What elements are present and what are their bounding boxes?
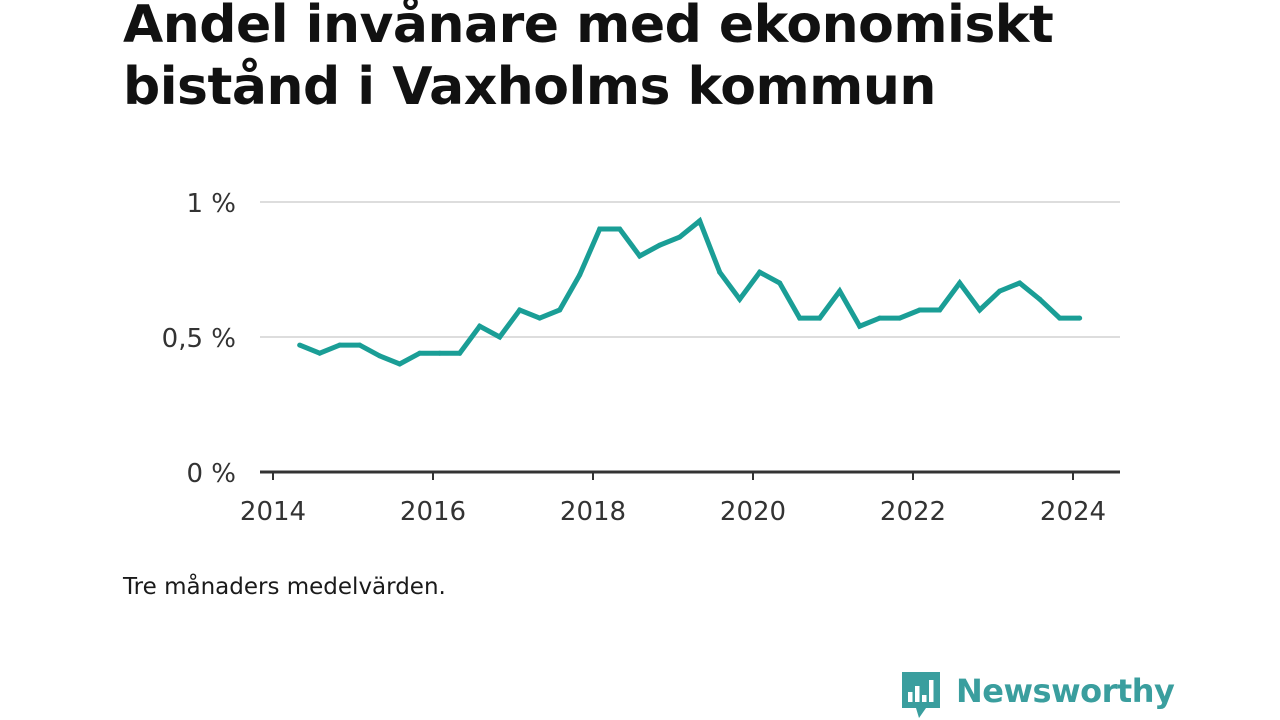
data-point — [917, 307, 923, 313]
data-point — [957, 280, 963, 286]
data-point — [537, 315, 543, 321]
chart-note: Tre månaders medelvärden. — [123, 574, 446, 600]
data-point — [357, 342, 363, 348]
x-tick-label: 2014 — [240, 497, 306, 527]
chart-title: Andel invånare med ekonomiskt bistånd i … — [123, 0, 1054, 117]
data-point — [857, 323, 863, 329]
series-group — [297, 216, 1083, 367]
data-point — [317, 350, 323, 356]
data-point — [637, 253, 643, 259]
data-point — [1017, 280, 1023, 286]
data-point — [697, 218, 703, 224]
data-point — [457, 350, 463, 356]
line-chart: 0 % 0,5 % 1 % 2014 2016 2018 2020 2022 2024 — [162, 189, 1120, 527]
data-point — [797, 315, 803, 321]
data-point — [737, 296, 743, 302]
y-tick-label: 0,5 % — [162, 324, 236, 354]
data-point — [1037, 296, 1043, 302]
data-point — [657, 242, 663, 248]
data-point — [417, 350, 423, 356]
data-point — [497, 334, 503, 340]
data-point — [517, 307, 523, 313]
data-point — [817, 315, 823, 321]
y-axis-tick-labels: 0 % 0,5 % 1 % — [162, 189, 236, 489]
brand-name: Newsworthy — [956, 672, 1175, 710]
data-point — [297, 342, 303, 348]
series-line — [298, 216, 1080, 367]
data-point — [677, 234, 683, 240]
data-point — [597, 226, 603, 232]
x-axis-ticks: 2014 2016 2018 2020 2022 2024 — [240, 472, 1106, 527]
y-tick-label: 1 % — [186, 189, 236, 219]
data-point — [377, 353, 383, 359]
data-point — [837, 288, 843, 294]
data-point — [1077, 315, 1083, 321]
data-point — [477, 323, 483, 329]
data-point — [937, 307, 943, 313]
data-point — [777, 280, 783, 286]
data-point — [397, 361, 403, 367]
x-tick-label: 2024 — [1040, 497, 1106, 527]
brand-logo[interactable]: Newsworthy — [900, 670, 1175, 720]
data-point — [977, 307, 983, 313]
data-point — [557, 307, 563, 313]
x-tick-label: 2020 — [720, 497, 786, 527]
x-tick-label: 2018 — [560, 497, 626, 527]
data-point — [717, 269, 723, 275]
grid-lines — [260, 201, 1120, 338]
x-tick-label: 2016 — [400, 497, 466, 527]
y-tick-label: 0 % — [186, 459, 236, 489]
data-point — [617, 226, 623, 232]
x-tick-label: 2022 — [880, 497, 946, 527]
newsworthy-logo-icon — [902, 672, 940, 718]
data-point — [337, 342, 343, 348]
data-point — [1057, 315, 1063, 321]
data-point — [757, 269, 763, 275]
data-point — [897, 315, 903, 321]
data-point — [877, 315, 883, 321]
data-point — [437, 350, 443, 356]
data-point — [997, 288, 1003, 294]
data-point — [577, 272, 583, 278]
